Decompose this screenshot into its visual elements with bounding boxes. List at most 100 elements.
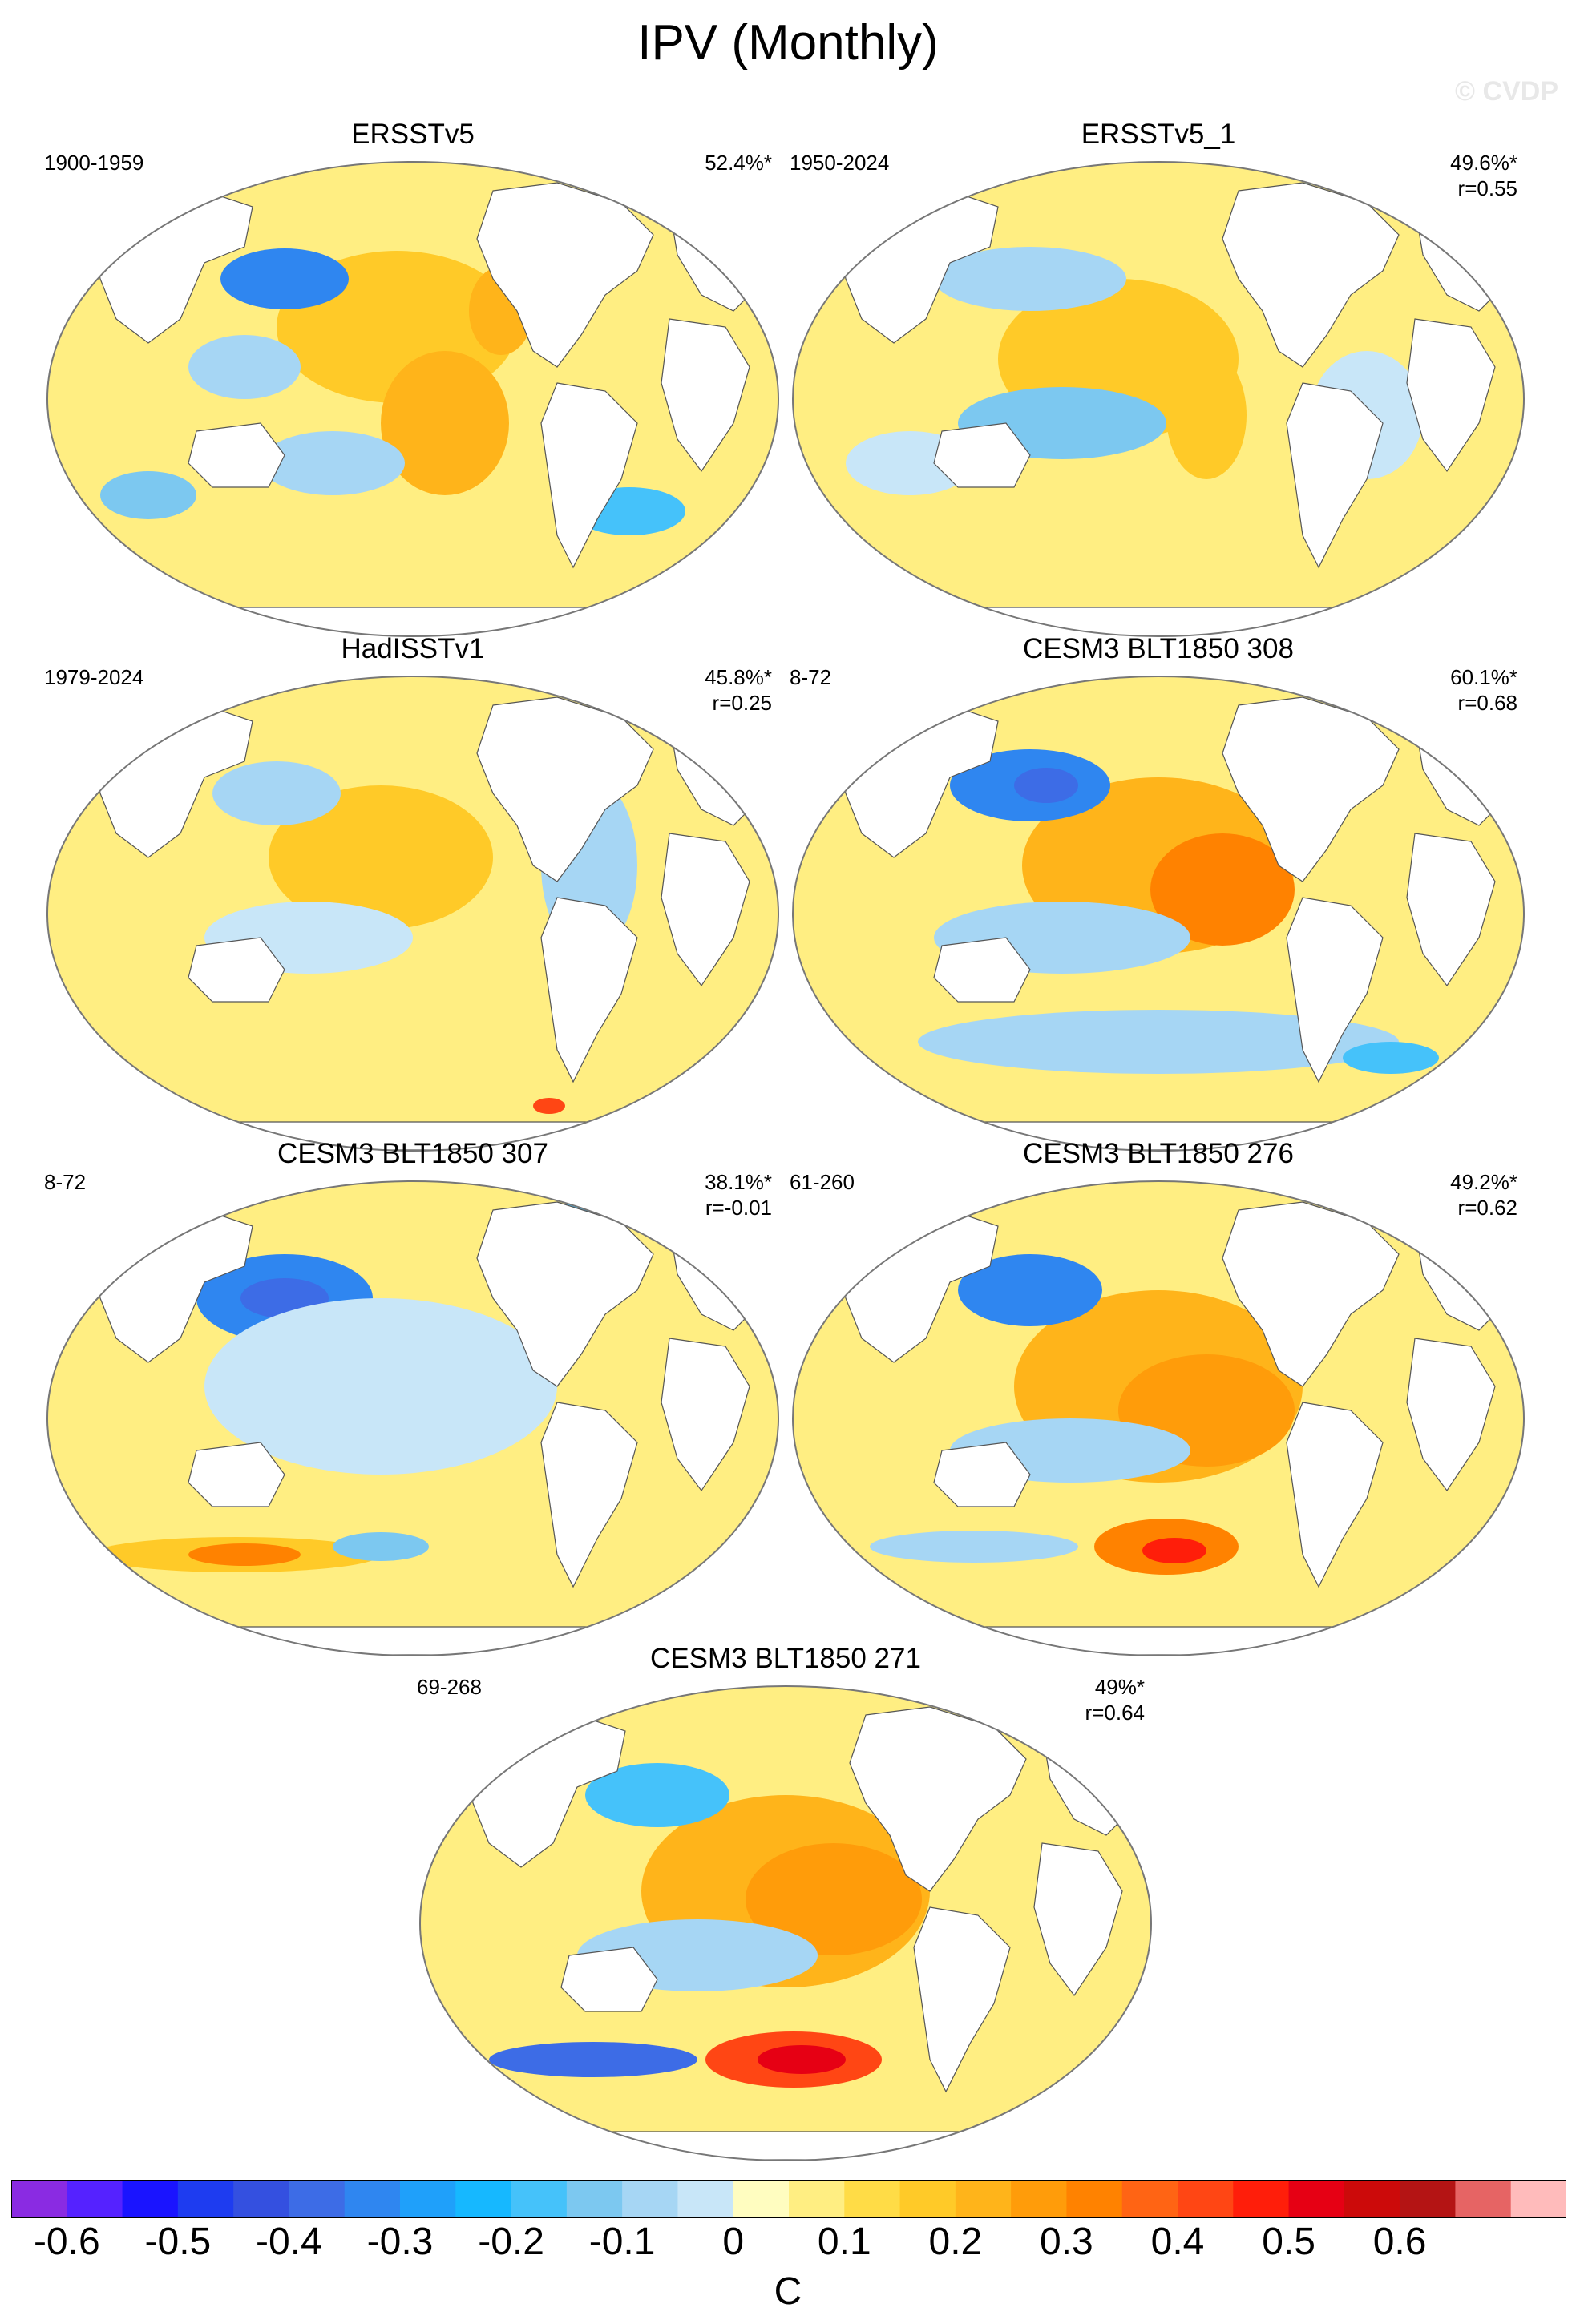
anomaly-region — [525, 1539, 717, 1571]
panel-correlation: r=0.55 — [1457, 176, 1517, 200]
colorbar-swatch — [899, 2180, 956, 2218]
map-outline — [792, 676, 1525, 1152]
panel-variance-pct: 52.4%* — [705, 151, 772, 175]
colorbar-tick-label: -0.2 — [478, 2221, 544, 2263]
map-cesm3_271 — [419, 1685, 1152, 2161]
colorbar-tick-label: -0.3 — [366, 2221, 434, 2263]
panel-title: ERSSTv5_1 — [1081, 119, 1236, 150]
colorbar-tick-label: -0.5 — [144, 2221, 212, 2263]
colorbar-swatch — [733, 2180, 790, 2218]
colorbar-tick-label: -0.4 — [256, 2221, 322, 2263]
map-outline — [792, 161, 1525, 637]
colorbar-swatch — [233, 2180, 289, 2218]
panel-period: 8-72 — [44, 1170, 87, 1194]
land-mass — [540, 382, 638, 569]
land-mass — [661, 833, 750, 987]
colorbar-swatch — [1233, 2180, 1290, 2218]
map-outline — [792, 1180, 1525, 1656]
panel-period: 8-72 — [790, 665, 832, 689]
map-ersstv5_1 — [792, 161, 1525, 637]
colorbar-swatch — [344, 2180, 401, 2218]
land-mass — [661, 318, 750, 473]
colorbar-swatch — [1455, 2180, 1512, 2218]
figure-title: IPV (Monthly) — [637, 15, 939, 71]
colorbar-tick-label: 0.3 — [1040, 2221, 1093, 2263]
map-panel-cesm3_276: CESM3 BLT1850 276 61-260 49.2%* r=0.62 — [790, 1138, 1527, 1656]
panel-correlation: r=0.68 — [1457, 691, 1517, 715]
colorbar — [11, 2180, 1566, 2218]
colorbar-swatch — [511, 2180, 568, 2218]
panel-variance-pct: 49.6%* — [1450, 151, 1517, 175]
land-mass — [527, 2131, 1045, 2161]
anomaly-region — [1142, 1538, 1206, 1563]
panel-title: CESM3 BLT1850 276 — [1023, 1138, 1294, 1169]
anomaly-region — [188, 335, 301, 399]
map-panel-hadisstv1: HadISSTv1 1979-2024 45.8%* r=0.25 — [44, 633, 782, 1152]
panel-period: 69-268 — [417, 1675, 482, 1699]
panel-title: ERSSTv5 — [351, 119, 475, 150]
colorbar-swatch — [1288, 2180, 1345, 2218]
land-mass — [913, 1906, 1011, 2093]
colorbar-swatch — [955, 2180, 1012, 2218]
panel-correlation: r=0.62 — [1457, 1196, 1517, 1220]
colorbar-swatch — [1011, 2180, 1067, 2218]
anomaly-region — [204, 1298, 557, 1475]
colorbar-unit: C — [774, 2270, 802, 2313]
anomaly-region — [1343, 1042, 1439, 1074]
land-mass — [1286, 1402, 1384, 1588]
land-mass — [661, 1338, 750, 1492]
colorbar-swatch — [455, 2180, 512, 2218]
map-hadisstv1 — [46, 676, 779, 1152]
anomaly-region — [261, 431, 405, 495]
map-outline — [46, 1180, 779, 1656]
colorbar-swatch — [122, 2180, 179, 2218]
anomaly-region — [758, 2045, 846, 2074]
colorbar-tick-label: -0.6 — [33, 2221, 100, 2263]
colorbar-swatch — [1344, 2180, 1400, 2218]
land-mass — [899, 607, 1417, 636]
anomaly-region — [381, 351, 509, 495]
anomaly-region — [533, 1098, 565, 1114]
colorbar-swatch — [789, 2180, 845, 2218]
land-mass — [154, 607, 672, 636]
anomaly-region — [489, 2042, 697, 2077]
colorbar-tick-label: 0.1 — [817, 2221, 871, 2263]
anomaly-region — [212, 761, 341, 825]
anomaly-region — [269, 785, 493, 930]
anomaly-region — [918, 1010, 1399, 1074]
colorbar-tick-label: 0.4 — [1150, 2221, 1205, 2263]
colorbar-swatch — [177, 2180, 234, 2218]
panel-title: CESM3 BLT1850 307 — [277, 1138, 548, 1169]
land-mass — [1033, 1842, 1123, 1997]
map-panel-cesm3_308: CESM3 BLT1850 308 8-72 60.1%* r=0.68 — [790, 633, 1527, 1152]
colorbar-tick-label: 0.2 — [928, 2221, 983, 2263]
map-cesm3_276 — [792, 1180, 1525, 1656]
colorbar-tick-label: -0.1 — [588, 2221, 656, 2263]
map-panel-cesm3_271: CESM3 BLT1850 271 69-268 49%* r=0.64 — [417, 1643, 1154, 2161]
panel-title: CESM3 BLT1850 271 — [650, 1643, 921, 1674]
colorbar-swatch — [289, 2180, 346, 2218]
land-mass — [1406, 833, 1496, 987]
panel-variance-pct: 60.1%* — [1450, 665, 1517, 689]
panel-variance-pct: 45.8%* — [705, 665, 772, 689]
colorbar-swatch — [1400, 2180, 1456, 2218]
map-panel-ersstv5_1: ERSSTv5_1 1950-2024 49.6%* r=0.55 — [790, 119, 1527, 637]
panel-correlation: r=-0.01 — [705, 1196, 772, 1220]
map-outline — [419, 1685, 1152, 2161]
anomaly-region — [1014, 768, 1078, 803]
land-mass — [1406, 1338, 1496, 1492]
anomaly-region — [188, 1543, 301, 1566]
land-mass — [188, 937, 285, 1003]
land-mass — [933, 422, 1031, 488]
panel-period: 1979-2024 — [44, 665, 144, 689]
colorbar-swatch — [67, 2180, 123, 2218]
land-mass — [1286, 897, 1384, 1083]
anomaly-region — [100, 471, 196, 519]
land-mass — [560, 1947, 658, 2012]
map-outline — [46, 161, 779, 637]
colorbar-tick-label: 0.6 — [1372, 2221, 1427, 2263]
colorbar-swatch — [677, 2180, 734, 2218]
anomaly-region — [1166, 351, 1247, 479]
anomaly-region — [333, 1532, 429, 1561]
panel-variance-pct: 49%* — [1094, 1675, 1145, 1699]
